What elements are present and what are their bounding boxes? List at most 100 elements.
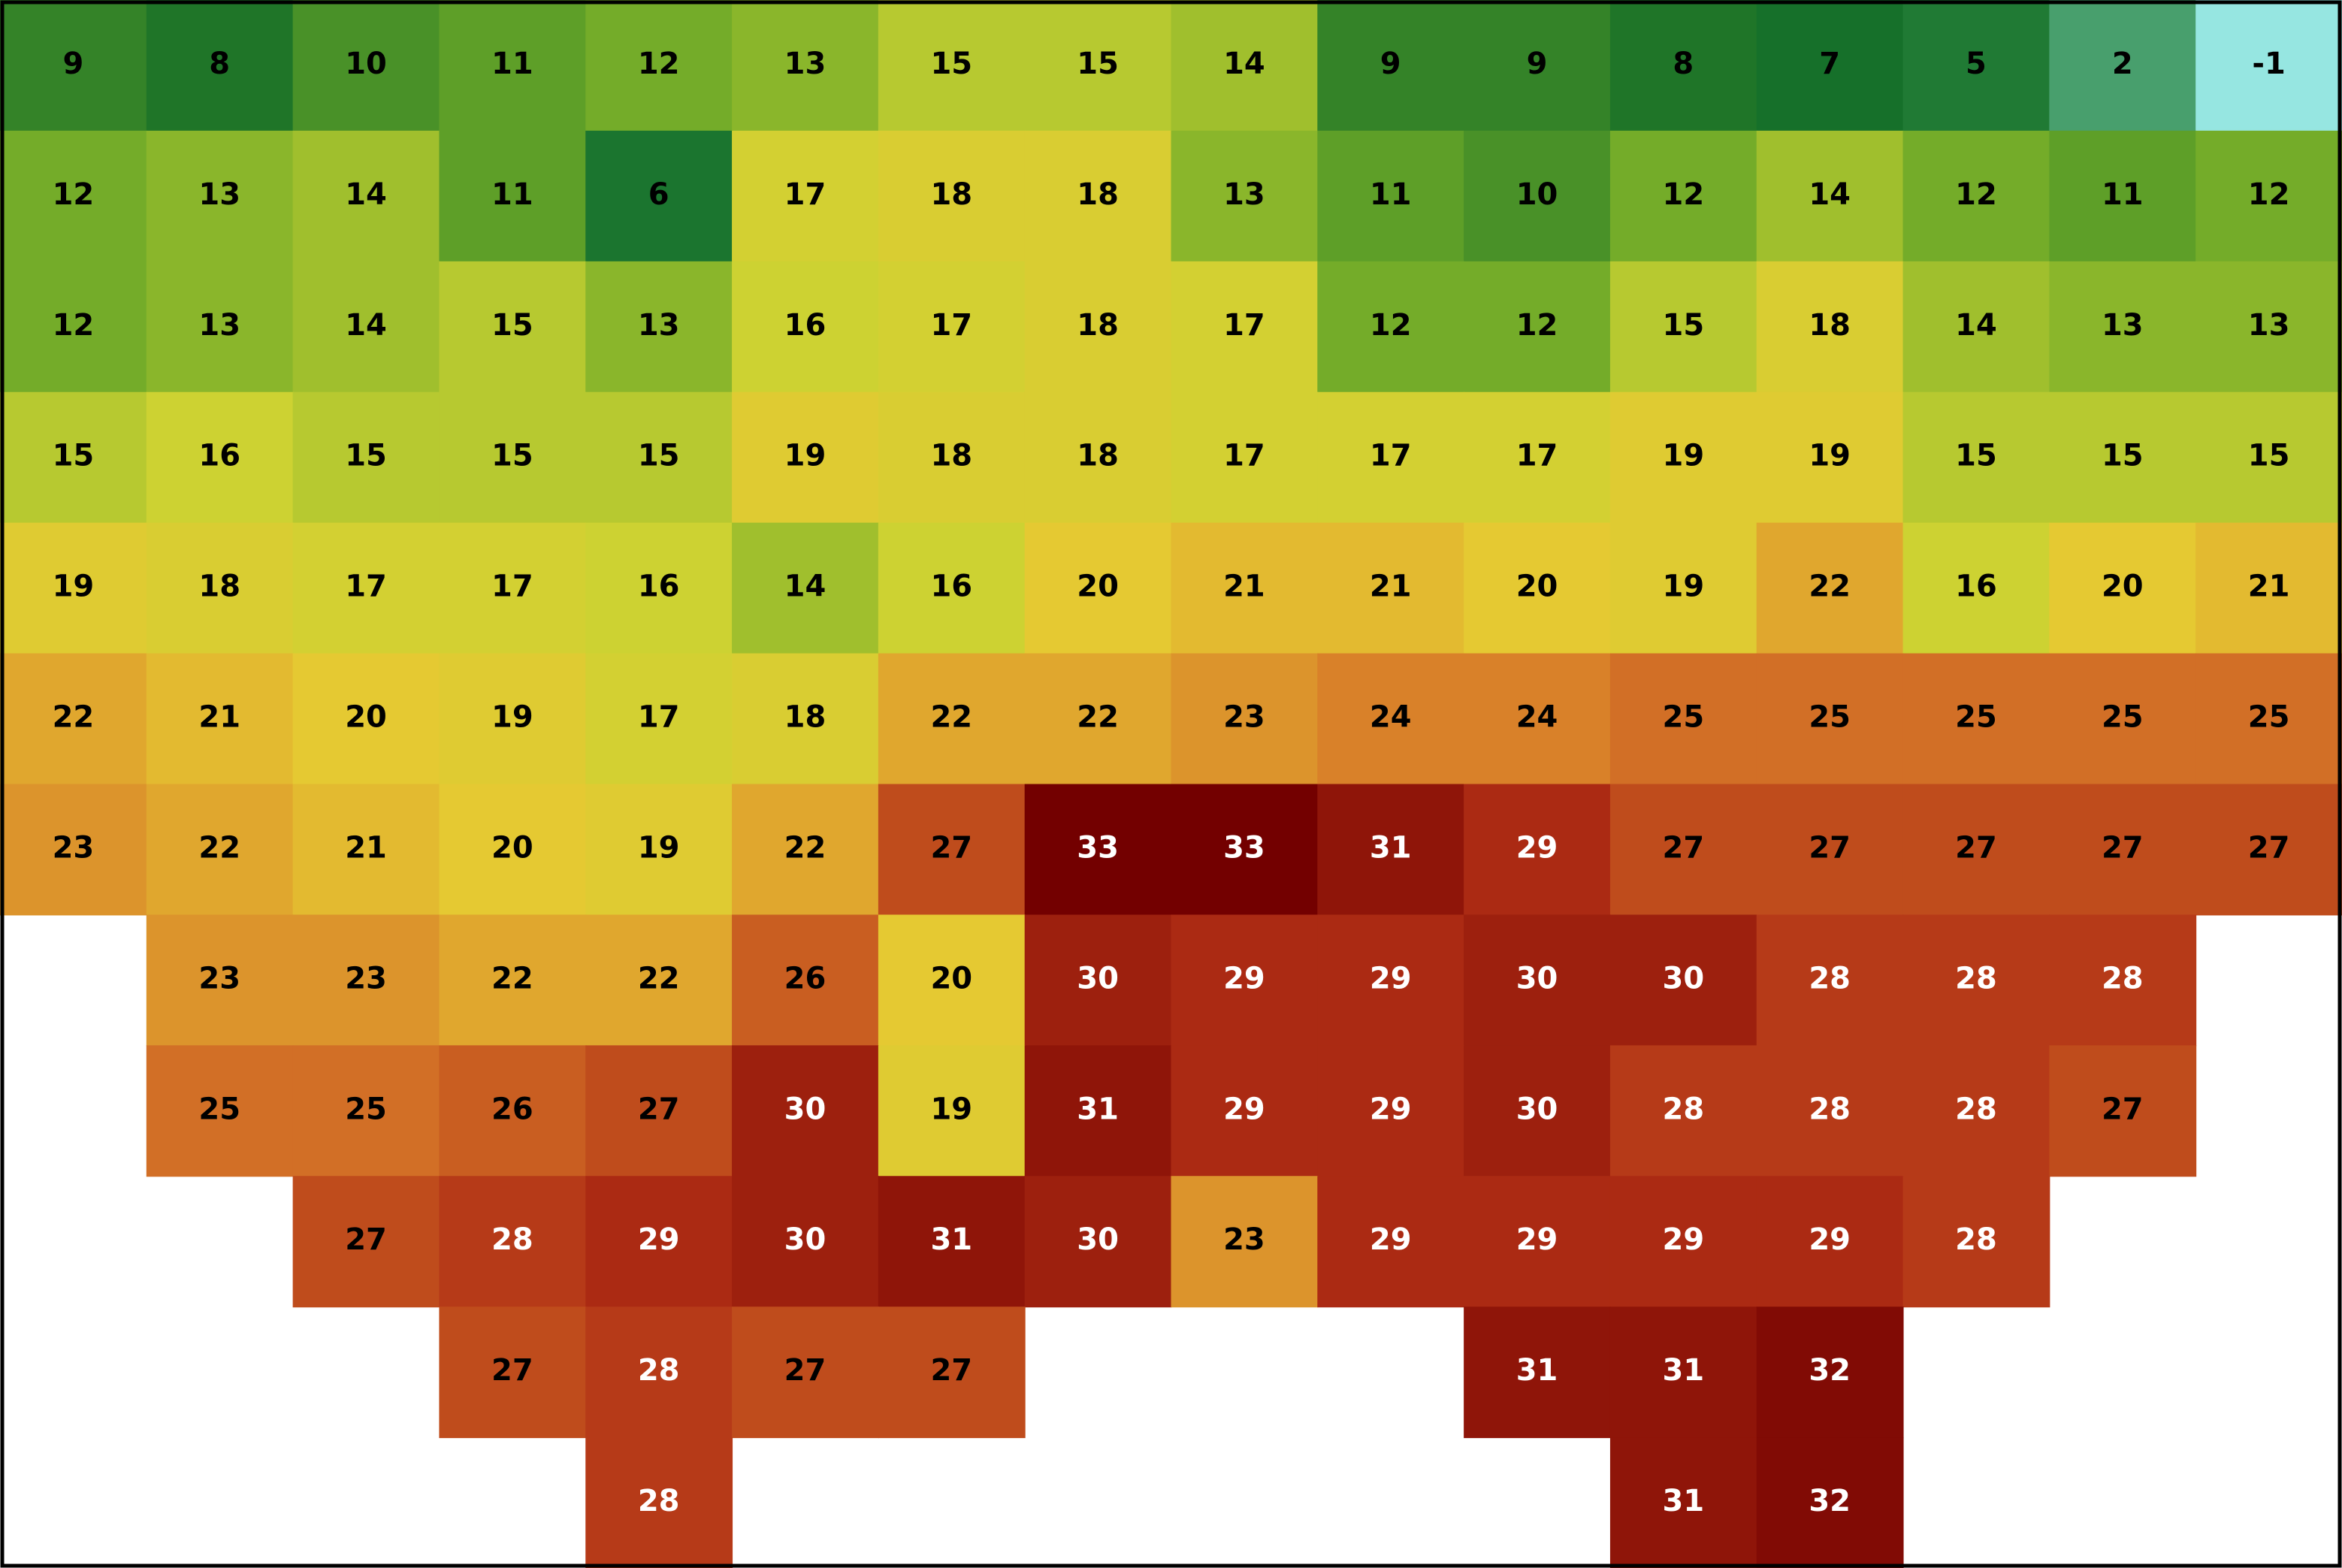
temperature-label: 19 (1663, 439, 1705, 473)
temperature-label: 24 (1370, 700, 1412, 735)
temperature-cell (1171, 784, 1319, 916)
temperature-label: 30 (784, 1092, 826, 1126)
temperature-label: 20 (345, 700, 387, 735)
temperature-cell (1024, 1045, 1172, 1177)
temperature-label: 27 (930, 1353, 972, 1388)
temperature-label: 27 (784, 1353, 826, 1388)
temperature-label: 22 (930, 700, 972, 735)
temperature-cell (878, 1176, 1026, 1308)
temperature-cell (146, 653, 294, 785)
temperature-label: 16 (638, 569, 680, 604)
temperature-cell (292, 914, 440, 1047)
temperature-cell (1024, 914, 1172, 1047)
temperature-cell (2049, 391, 2197, 524)
temperature-cell (439, 1176, 587, 1308)
temperature-cell (1756, 653, 1904, 785)
temperature-label: 5 (1966, 47, 1987, 81)
temperature-label: 17 (784, 177, 826, 212)
temperature-cell (878, 653, 1026, 785)
temperature-label: 19 (491, 700, 533, 735)
temperature-label: 31 (1516, 1353, 1558, 1388)
temperature-label: 33 (1223, 830, 1265, 865)
temperature-label: 27 (638, 1092, 680, 1126)
temperature-cell (732, 522, 879, 654)
temperature-cell (732, 130, 879, 262)
temperature-label: 26 (784, 961, 826, 995)
temperature-cell (878, 0, 1026, 131)
temperature-cell (1609, 1176, 1757, 1308)
temperature-label: 31 (1663, 1353, 1705, 1388)
temperature-cell (2195, 522, 2342, 654)
temperature-cell (1902, 391, 2050, 524)
temperature-label: 27 (2102, 830, 2144, 865)
temperature-label: 27 (2248, 830, 2290, 865)
temperature-cell (0, 784, 147, 916)
temperature-cell (1317, 914, 1465, 1047)
temperature-label: 26 (491, 1092, 533, 1126)
temperature-label: 12 (1516, 308, 1558, 343)
temperature-label: 23 (1223, 1222, 1265, 1257)
temperature-label: 15 (491, 308, 533, 343)
temperature-label: 20 (1077, 569, 1119, 604)
temperature-cell (0, 130, 147, 262)
temperature-label: 28 (491, 1222, 533, 1257)
temperature-cell (878, 130, 1026, 262)
temperature-cell (1171, 522, 1319, 654)
temperature-cell (439, 261, 587, 393)
temperature-cell (585, 914, 733, 1047)
temperature-label: 18 (930, 177, 972, 212)
temperature-cell (1609, 1045, 1757, 1177)
temperature-cell (2195, 653, 2342, 785)
temperature-cell (732, 784, 879, 916)
temperature-label: 25 (345, 1092, 387, 1126)
temperature-cell (439, 653, 587, 785)
temperature-label: 22 (1077, 700, 1119, 735)
temperature-cell (585, 1045, 733, 1177)
temperature-label: 2 (2112, 47, 2133, 81)
temperature-cell (878, 1045, 1026, 1177)
temperature-cell (1024, 1176, 1172, 1308)
temperature-label: 11 (1370, 177, 1412, 212)
temperature-label: 11 (491, 177, 533, 212)
temperature-label: 19 (1663, 569, 1705, 604)
temperature-cell (146, 0, 294, 131)
temperature-label: 28 (638, 1484, 680, 1518)
temperature-cell (878, 784, 1026, 916)
temperature-label: 29 (1223, 961, 1265, 995)
temperature-label: 31 (1663, 1484, 1705, 1518)
temperature-cell (292, 391, 440, 524)
temperature-label: 14 (345, 177, 387, 212)
temperature-label: 25 (2248, 700, 2290, 735)
temperature-label: 19 (638, 830, 680, 865)
temperature-cell (1317, 522, 1465, 654)
temperature-label: 29 (1809, 1222, 1851, 1257)
temperature-label: 22 (198, 830, 240, 865)
temperature-label: 14 (1955, 308, 1997, 343)
temperature-cell (1317, 261, 1465, 393)
temperature-label: 27 (1809, 830, 1851, 865)
temperature-label: 25 (1955, 700, 1997, 735)
temperature-label: 33 (1077, 830, 1119, 865)
temperature-label: 22 (491, 961, 533, 995)
temperature-cell (732, 391, 879, 524)
temperature-cell (1609, 1307, 1757, 1439)
temperature-label: 31 (930, 1222, 972, 1257)
temperature-label: 16 (1955, 569, 1997, 604)
temperature-label: 12 (53, 308, 95, 343)
temperature-label: 7 (1819, 47, 1840, 81)
temperature-cell (292, 653, 440, 785)
temperature-label: 29 (1516, 830, 1558, 865)
temperature-cell (292, 1176, 440, 1308)
temperature-label: 31 (1370, 830, 1412, 865)
temperature-cell (1464, 914, 1611, 1047)
temperature-label: 29 (1370, 1092, 1412, 1126)
temperature-label: 29 (1223, 1092, 1265, 1126)
temperature-label: 27 (1955, 830, 1997, 865)
temperature-cell (1171, 1045, 1319, 1177)
temperature-cell (1317, 0, 1465, 131)
temperature-cell (292, 1045, 440, 1177)
temperature-label: 29 (638, 1222, 680, 1257)
temperature-cell (439, 522, 587, 654)
temperature-label: 23 (198, 961, 240, 995)
